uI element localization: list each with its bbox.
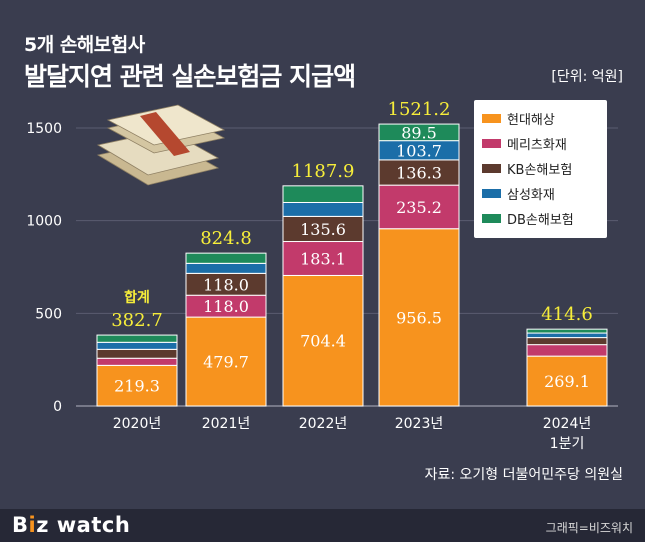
data-label: 704.4 bbox=[300, 332, 346, 351]
total-label: 1187.9 bbox=[292, 161, 355, 182]
total-prefix-label: 합계 bbox=[124, 289, 150, 306]
bar-segment bbox=[378, 184, 460, 230]
legend-swatch bbox=[482, 214, 501, 223]
x-tick-label: 1분기 bbox=[550, 436, 585, 452]
data-label: 118.0 bbox=[203, 297, 249, 316]
legend-item: 메리츠화재 bbox=[482, 131, 599, 156]
legend-label: DB손해보험 bbox=[507, 213, 574, 228]
bar-segment bbox=[96, 341, 178, 350]
bar-segment bbox=[282, 215, 364, 243]
legend-item: DB손해보험 bbox=[482, 206, 599, 231]
bar-segment bbox=[185, 252, 267, 264]
bar-segment bbox=[96, 357, 178, 366]
bar-segment bbox=[282, 274, 364, 407]
data-label: 103.7 bbox=[396, 141, 442, 160]
data-label: 956.5 bbox=[396, 308, 442, 327]
graphic-credit: 그래픽=비즈워치 bbox=[545, 521, 633, 535]
bar-segment bbox=[526, 328, 608, 334]
legend-label: 현대해상 bbox=[507, 113, 555, 128]
total-label: 382.7 bbox=[111, 310, 163, 331]
bar-segment bbox=[526, 337, 608, 346]
bar-segment bbox=[96, 364, 178, 407]
bar-segment bbox=[526, 344, 608, 357]
y-tick-label: 1000 bbox=[26, 214, 62, 230]
bar-segment bbox=[378, 228, 460, 407]
unit-label: [단위: 억원] bbox=[551, 69, 623, 85]
bar-segment bbox=[378, 123, 460, 142]
x-tick-label: 2023년 bbox=[395, 416, 444, 432]
bar-segment bbox=[282, 201, 364, 217]
y-tick-label: 1500 bbox=[26, 121, 62, 137]
chart-title: 발달지연 관련 실손보험금 지급액 bbox=[24, 62, 356, 91]
data-label: 135.6 bbox=[300, 220, 346, 239]
total-label: 414.6 bbox=[541, 304, 593, 325]
subtitle: 5개 손해보험사 bbox=[24, 34, 145, 56]
legend-swatch bbox=[482, 189, 501, 198]
legend-item: 현대해상 bbox=[482, 106, 599, 131]
bar-segment bbox=[526, 332, 608, 339]
legend-label: 삼성화재 bbox=[507, 188, 555, 203]
data-label: 219.3 bbox=[114, 377, 160, 396]
bar-segment bbox=[526, 355, 608, 407]
data-label: 235.2 bbox=[396, 198, 442, 217]
x-tick-label: 2022년 bbox=[299, 416, 348, 432]
legend-item: 삼성화재 bbox=[482, 181, 599, 206]
data-label: 89.5 bbox=[401, 123, 437, 142]
x-tick-label: 2021년 bbox=[202, 416, 251, 432]
bar-segment bbox=[96, 334, 178, 343]
money-band bbox=[140, 112, 190, 156]
legend-swatch bbox=[482, 139, 501, 148]
bar-segment bbox=[96, 348, 178, 359]
bar-segment bbox=[185, 316, 267, 407]
legend-swatch bbox=[482, 164, 501, 173]
x-tick-label: 2020년 bbox=[113, 416, 162, 432]
bar-segment bbox=[282, 185, 364, 203]
data-label: 136.3 bbox=[396, 164, 442, 183]
bar-segment bbox=[282, 241, 364, 276]
data-label: 269.1 bbox=[544, 372, 590, 391]
legend-label: KB손해보험 bbox=[507, 163, 573, 178]
footer-bar: Biz watch 그래픽=비즈워치 bbox=[0, 509, 645, 542]
legend-label: 메리츠화재 bbox=[507, 138, 567, 153]
source-note: 자료: 오기형 더불어민주당 의원실 bbox=[424, 467, 623, 483]
data-label: 118.0 bbox=[203, 275, 249, 294]
y-tick-label: 0 bbox=[53, 399, 62, 415]
total-label: 824.8 bbox=[200, 228, 252, 249]
bar-segment bbox=[378, 159, 460, 186]
bizwatch-logo: Biz watch bbox=[12, 513, 131, 537]
legend-swatch bbox=[482, 114, 501, 123]
bar-segment bbox=[185, 262, 267, 274]
y-tick-label: 500 bbox=[35, 306, 62, 322]
total-label: 1521.2 bbox=[388, 99, 451, 120]
data-label: 183.1 bbox=[300, 249, 346, 268]
legend-item: KB손해보험 bbox=[482, 156, 599, 181]
data-label: 479.7 bbox=[203, 353, 249, 372]
money-stack-icon bbox=[96, 104, 226, 186]
x-tick-label: 2024년 bbox=[543, 416, 592, 432]
